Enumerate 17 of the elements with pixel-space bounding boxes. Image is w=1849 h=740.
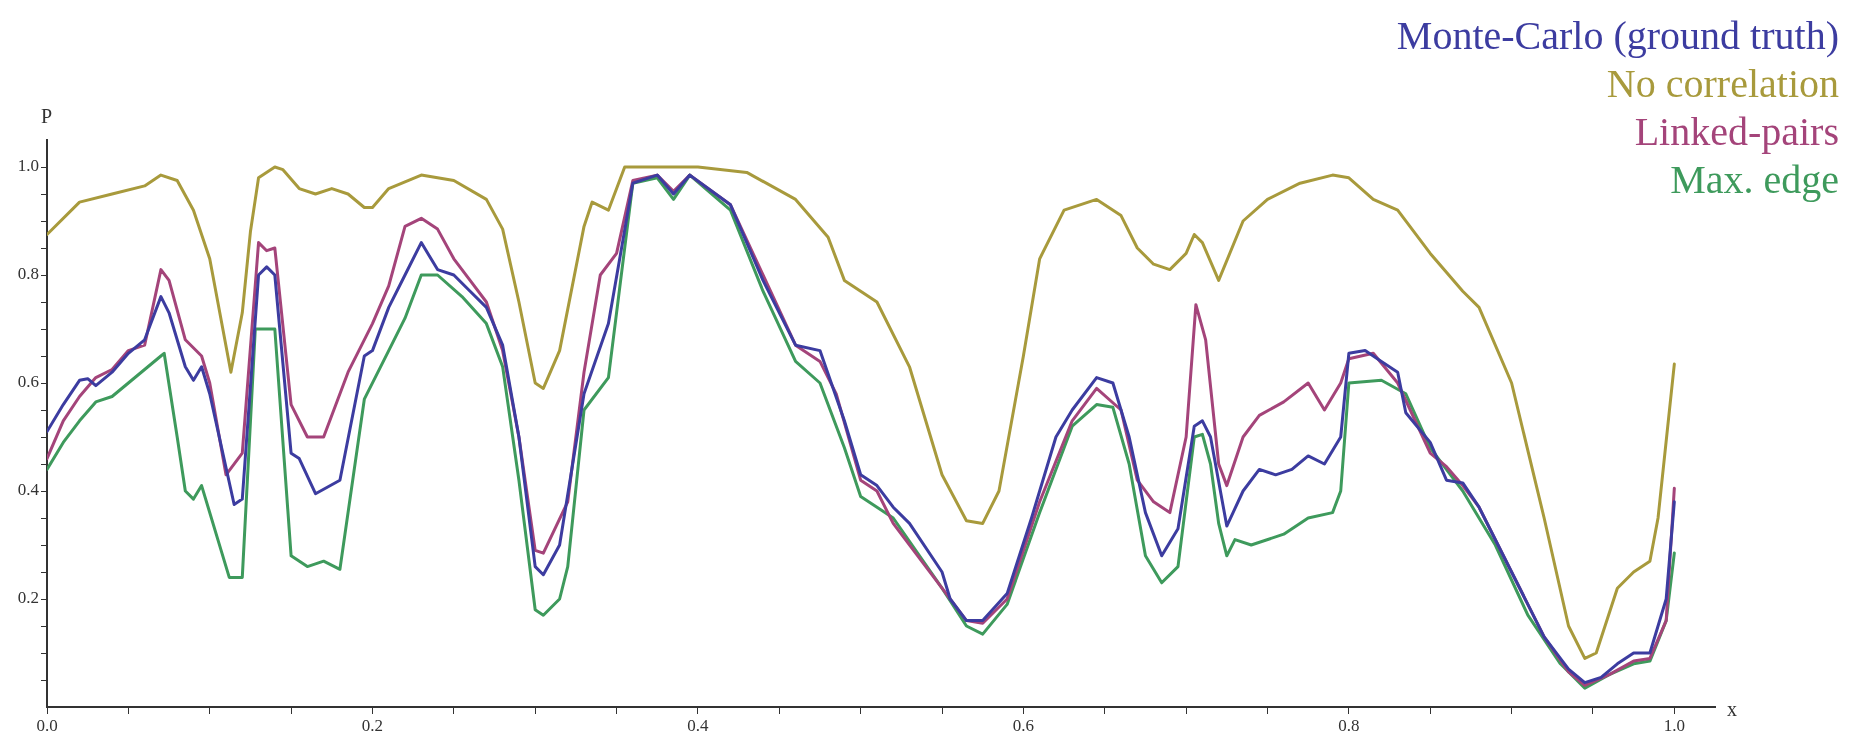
x-tick-label: 0.8 <box>1338 715 1360 735</box>
y-tick-label: 0.6 <box>17 372 39 392</box>
y-tick-label: 0.4 <box>17 480 40 500</box>
text: Linked-pairs <box>1633 108 1839 156</box>
y-tick-label: 0.8 <box>17 264 39 284</box>
x-tick-label: 0.6 <box>1012 715 1035 735</box>
x-tick-label: 0.2 <box>361 715 384 735</box>
x-tick-label: 0.4 <box>687 715 710 735</box>
x-axis-title: x <box>1727 698 1737 721</box>
y-tick-label: 0.2 <box>17 588 39 608</box>
y-tick-label: 1.0 <box>17 156 39 176</box>
text: No correlation <box>1605 60 1839 108</box>
text: Max. edge <box>1669 156 1839 204</box>
x-tick-label: 1.0 <box>1663 715 1685 735</box>
x-tick-label: 0.0 <box>36 715 58 735</box>
text: Monte-Carlo (ground truth) <box>1396 12 1839 60</box>
y-axis-title: P <box>41 105 53 128</box>
